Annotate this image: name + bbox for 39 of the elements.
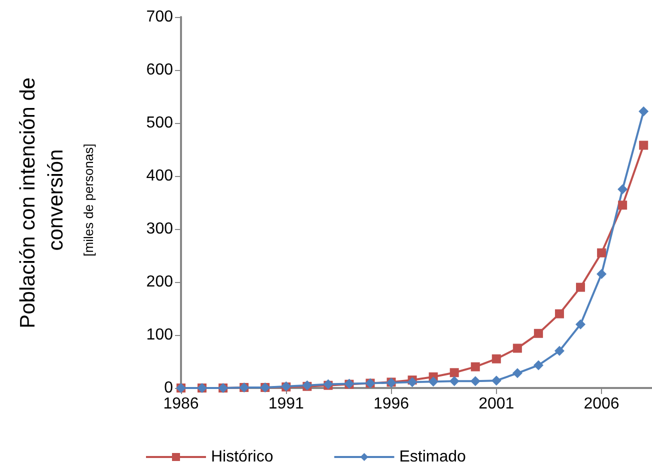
point	[450, 368, 459, 378]
legend-label: Histórico	[211, 448, 274, 466]
y-tick-label: 100	[146, 326, 174, 344]
point	[639, 140, 648, 150]
point	[407, 377, 418, 388]
x-tick-label: 1991	[268, 396, 304, 412]
x-tick-label: 2006	[584, 396, 620, 412]
point	[428, 376, 438, 387]
point	[533, 360, 544, 370]
text: [miles de personas]	[81, 144, 96, 256]
point	[470, 362, 480, 372]
x-tick-label: 1986	[163, 396, 199, 412]
y-tick-label: 500	[146, 114, 174, 132]
point	[470, 376, 480, 386]
point	[534, 328, 543, 338]
point	[576, 319, 586, 330]
y-tick-label: 700	[146, 8, 174, 26]
y-tick-label: 300	[146, 220, 174, 238]
point	[449, 376, 460, 386]
x-tick-label: 1996	[373, 396, 410, 412]
point	[554, 346, 564, 356]
point	[638, 106, 649, 116]
y-tick-label: 200	[146, 274, 174, 290]
point	[512, 344, 522, 353]
point	[492, 354, 501, 364]
y-tick-label: 0	[164, 380, 174, 396]
point	[491, 376, 502, 386]
point	[618, 184, 628, 194]
point	[618, 200, 628, 210]
point	[512, 368, 522, 378]
legend-label: Estimado	[399, 448, 466, 466]
y-tick-label: 600	[146, 62, 174, 78]
y-tick-label: 400	[146, 168, 174, 184]
y-axis-title: Población con intención de conversión	[16, 72, 68, 328]
point	[596, 269, 607, 280]
x-tick-label: 2001	[478, 396, 514, 412]
point	[597, 248, 606, 258]
point	[576, 282, 586, 292]
point	[554, 309, 564, 318]
